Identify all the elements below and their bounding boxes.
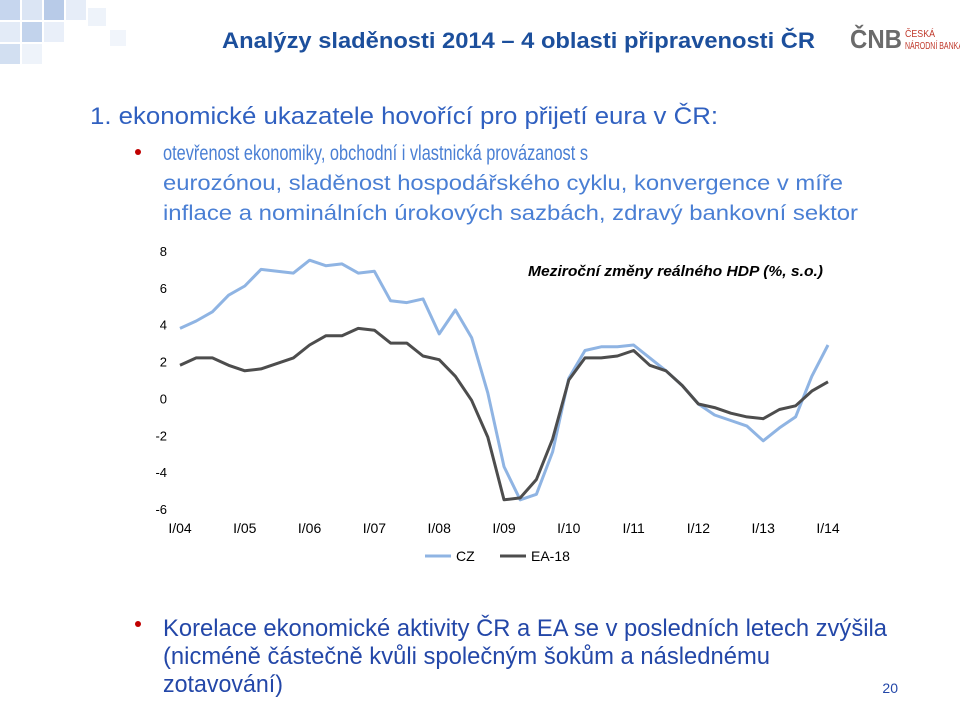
- bullet-text: inflace a nominálních úrokových sazbách,…: [163, 202, 858, 225]
- bullet-text: otevřenost ekonomiky, obchodní i vlastni…: [163, 142, 588, 165]
- x-tick-label: I/07: [363, 520, 387, 536]
- bullet-text: eurozónou, sladěnost hospodářského cyklu…: [163, 172, 843, 195]
- conclusion-text: Korelace ekonomické aktivity ČR a EA se …: [163, 614, 888, 642]
- x-tick-label: I/13: [752, 520, 776, 536]
- x-tick-label: I/12: [687, 520, 711, 536]
- y-tick-label: 6: [160, 281, 167, 296]
- y-tick-label: 2: [160, 355, 167, 370]
- series-line: [179, 326, 829, 502]
- y-tick-label: 4: [160, 318, 167, 333]
- annotation: Meziroční změny reálného HDP (%, s.o.): [528, 263, 823, 280]
- y-tick-label: -6: [155, 502, 167, 517]
- x-tick-label: I/05: [233, 520, 257, 536]
- x-tick-label: I/04: [168, 520, 192, 536]
- decor: [0, 0, 126, 64]
- y-tick-label: 8: [160, 244, 167, 259]
- bullet: [135, 149, 141, 155]
- bullet: [135, 621, 141, 627]
- legend-label: EA-18: [531, 548, 570, 564]
- logo-abbr: ČNB: [850, 24, 902, 54]
- x-tick-label: I/14: [816, 520, 840, 536]
- y-tick-label: -2: [155, 428, 167, 443]
- conclusion-text: zotavování): [163, 671, 283, 698]
- series-line: [179, 258, 830, 502]
- x-tick-label: I/06: [298, 520, 322, 536]
- logo-name: NÁRODNÍ BANKA: [905, 39, 960, 52]
- heading: 1. ekonomické ukazatele hovořící pro při…: [90, 102, 718, 130]
- legend-label: CZ: [456, 548, 475, 564]
- x-tick-label: I/09: [492, 520, 516, 536]
- x-tick-label: I/08: [428, 520, 452, 536]
- title: Analýzy sladěnosti 2014 – 4 oblasti přip…: [222, 28, 815, 53]
- x-tick-label: I/11: [622, 520, 645, 536]
- conclusion-text: (nicméně částečně kvůli společným šokům …: [163, 643, 770, 670]
- y-tick-label: -4: [155, 465, 167, 480]
- logo-name: ČESKÁ: [905, 27, 935, 40]
- page-number: 20: [882, 680, 898, 696]
- y-tick-label: 0: [160, 391, 167, 406]
- x-tick-label: I/10: [557, 520, 581, 536]
